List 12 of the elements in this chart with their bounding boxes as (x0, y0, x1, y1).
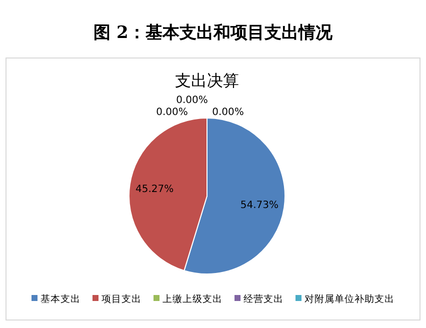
data-label: 45.27% (135, 184, 174, 196)
chart-title: 图 2：基本支出和项目支出情况 (94, 23, 334, 43)
legend-label: 对附属单位补助支出 (304, 293, 394, 305)
legend-label: 经营支出 (244, 293, 284, 305)
legend-label: 项目支出 (102, 293, 142, 305)
text: 0.00% (176, 95, 208, 106)
chart-subtitle: 支出决算 (175, 71, 239, 90)
legend-label: 基本支出 (40, 293, 80, 305)
text: 0.00% (212, 107, 244, 118)
text: 0.00% (156, 107, 188, 118)
data-label: 54.73% (240, 200, 279, 211)
legend-label: 上缴上级支出 (162, 293, 222, 305)
